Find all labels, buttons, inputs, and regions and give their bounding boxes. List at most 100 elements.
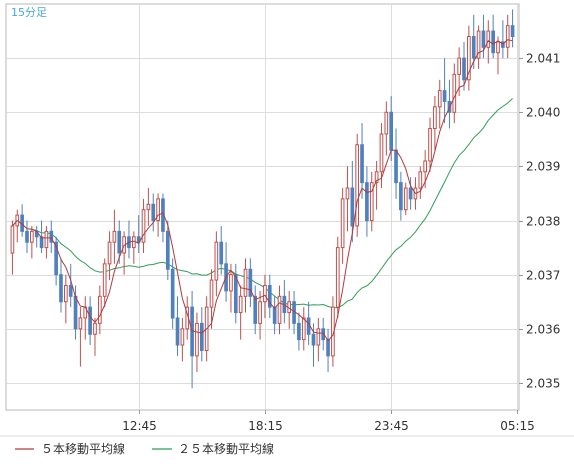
- candle-down: [491, 30, 495, 54]
- candle-down: [360, 144, 364, 184]
- candle-up: [355, 144, 360, 227]
- candle-up: [30, 230, 34, 243]
- candle-down: [219, 241, 224, 265]
- candle-down: [136, 236, 141, 243]
- candle-down: [510, 25, 515, 37]
- candle-up: [263, 284, 267, 303]
- candle-up: [243, 268, 248, 297]
- candle-up: [403, 187, 408, 211]
- legend-ma5-label: ５本移動平均線: [41, 441, 125, 456]
- candle-up: [44, 230, 49, 249]
- candle-up: [180, 328, 185, 346]
- candle-down: [408, 187, 413, 200]
- candle-down: [165, 230, 170, 270]
- candle-down: [399, 182, 403, 211]
- candle-down: [267, 284, 272, 308]
- candle-down: [199, 322, 204, 351]
- candle-up: [496, 41, 500, 54]
- candle-down: [233, 274, 238, 314]
- candle-down: [170, 268, 175, 319]
- candle-up: [131, 236, 136, 249]
- x-tick-label: 18:15: [248, 419, 283, 433]
- candle-down: [88, 306, 92, 335]
- candle-up: [93, 322, 97, 335]
- x-axis: 12:45 18:15 23:45 05:15: [122, 410, 535, 433]
- x-tick-label: 23:45: [374, 419, 409, 433]
- candle-down: [311, 333, 316, 346]
- candle-up: [97, 295, 102, 324]
- candle-up: [452, 73, 457, 113]
- candle-down: [117, 230, 122, 254]
- candle-up: [369, 182, 374, 222]
- candle-up: [10, 225, 15, 254]
- candle-up: [141, 209, 146, 243]
- candle-up: [467, 35, 471, 81]
- ma5-line: [12, 39, 513, 342]
- y-tick-label: 2.036: [526, 323, 560, 337]
- candle-up: [238, 295, 243, 314]
- candle-up: [486, 30, 491, 48]
- candle-up: [374, 171, 379, 184]
- candle-up: [214, 241, 219, 281]
- candle-up: [418, 171, 423, 189]
- candle-down: [389, 111, 394, 151]
- candle-up: [277, 295, 282, 324]
- candle-up: [195, 322, 199, 357]
- ma5-layer: [12, 39, 513, 342]
- candle-down: [49, 230, 54, 243]
- candle-up: [229, 274, 233, 292]
- x-tick-label: 05:15: [500, 419, 535, 433]
- plot-area: [5, 3, 520, 411]
- candle-up: [316, 328, 321, 346]
- legend-ma25-label: ２５本移動平均線: [178, 441, 274, 456]
- candle-down: [151, 203, 156, 222]
- candle-up: [423, 160, 428, 173]
- candle-up: [476, 30, 481, 59]
- candle-down: [253, 295, 258, 324]
- candle-down: [175, 317, 180, 346]
- x-tick-label: 12:45: [122, 419, 157, 433]
- y-tick-label: 2.035: [526, 377, 560, 391]
- candle-up: [112, 230, 117, 243]
- candle-up: [102, 263, 107, 297]
- candle-down: [394, 149, 398, 184]
- timeframe-label: 15分足: [11, 6, 47, 19]
- candle-up: [437, 90, 442, 108]
- candle-down: [73, 295, 78, 330]
- candle-up: [345, 187, 350, 200]
- candle-down: [481, 30, 486, 48]
- y-tick-label: 2.041: [526, 52, 560, 66]
- candle-up: [64, 284, 68, 303]
- candle-down: [59, 274, 63, 303]
- ma25-layer: [12, 98, 513, 309]
- candle-down: [326, 339, 330, 357]
- candle-up: [384, 111, 389, 135]
- candles-layer: [10, 9, 515, 389]
- candle-up: [301, 317, 306, 341]
- candle-up: [146, 203, 151, 211]
- y-tick-label: 2.037: [526, 269, 560, 283]
- candle-up: [156, 198, 160, 222]
- candle-down: [39, 236, 44, 249]
- y-tick-label: 2.039: [526, 160, 560, 174]
- candle-down: [350, 187, 355, 227]
- candle-down: [68, 284, 73, 297]
- candle-down: [321, 328, 326, 341]
- candle-down: [297, 322, 301, 341]
- candle-down: [442, 90, 447, 102]
- candle-up: [505, 25, 510, 48]
- candle-up: [258, 301, 262, 324]
- candle-down: [471, 35, 476, 59]
- y-tick-label: 2.038: [526, 215, 560, 229]
- candle-up: [209, 279, 214, 308]
- y-axis: 2.035 2.036 2.037 2.038 2.039 2.040 2.041: [519, 52, 560, 391]
- candle-down: [365, 182, 369, 222]
- grid-lines: [6, 4, 519, 410]
- candle-up: [379, 133, 384, 173]
- candle-up: [433, 106, 437, 130]
- candle-down: [462, 57, 466, 81]
- candle-up: [78, 317, 83, 330]
- candle-up: [340, 198, 345, 249]
